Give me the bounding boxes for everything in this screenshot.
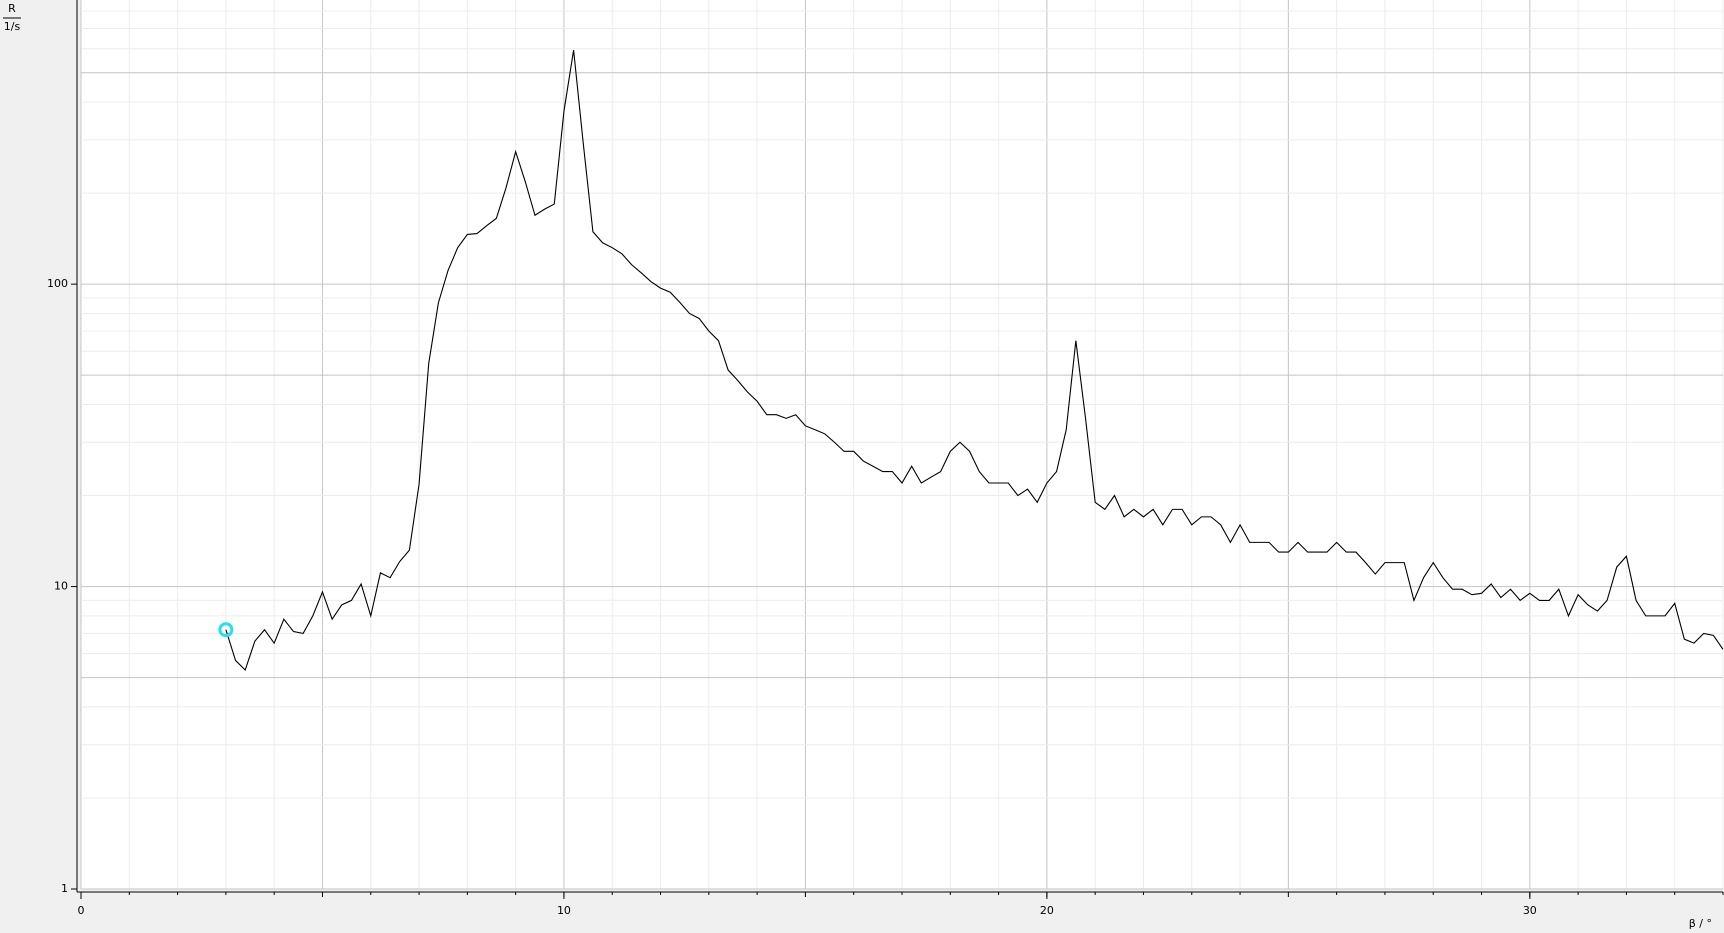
x-tick-label: 0 — [78, 904, 85, 917]
y-tick-label: 100 — [47, 277, 68, 290]
y-axis-unit: 1/s — [4, 20, 21, 33]
x-tick-label: 20 — [1040, 904, 1054, 917]
data-line — [225, 50, 1724, 671]
y-tick-label: 10 — [54, 580, 68, 593]
grid — [80, 0, 1724, 890]
x-tick-label: 10 — [557, 904, 571, 917]
x-axis-label: β / ° — [1689, 917, 1712, 930]
y-tick-label: 1 — [61, 882, 68, 895]
cursor-marker — [218, 622, 234, 638]
y-axis-label: R — [8, 2, 16, 15]
x-tick-label: 30 — [1523, 904, 1537, 917]
